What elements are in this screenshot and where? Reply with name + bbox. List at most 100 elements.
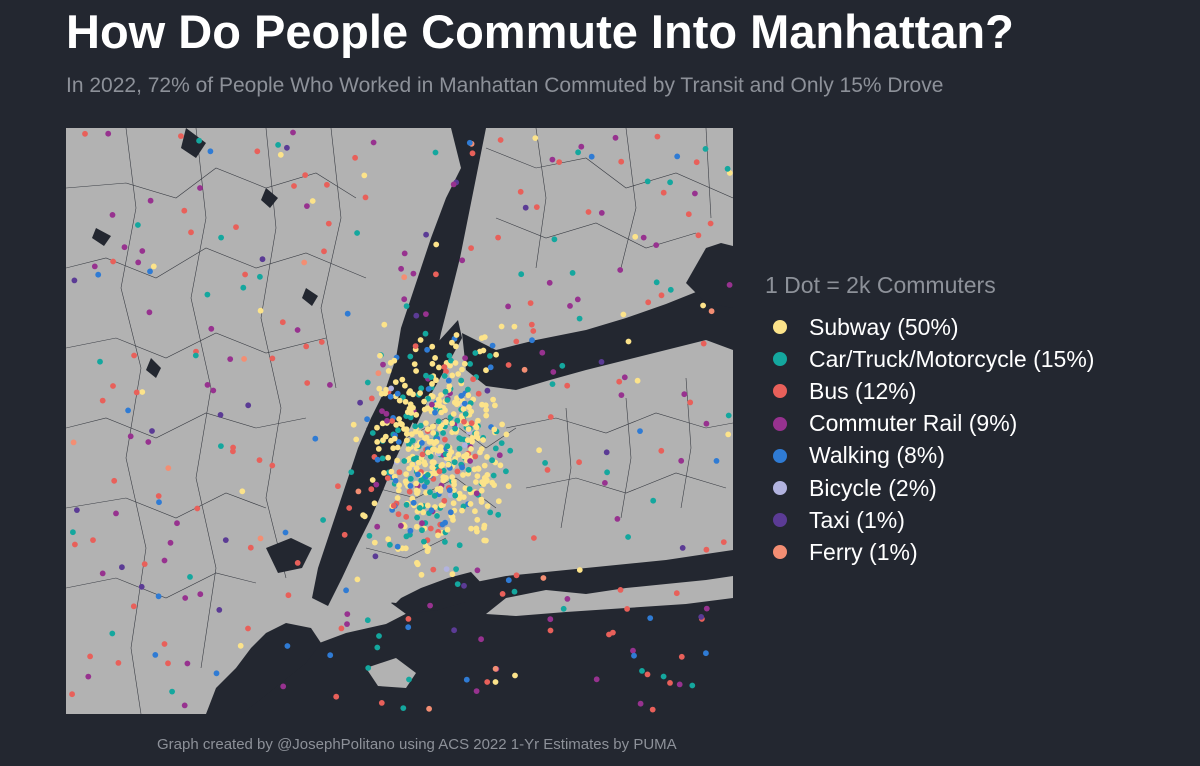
commuter-dot — [344, 611, 351, 617]
commuter-dot — [422, 330, 429, 337]
commuter-dot — [429, 393, 436, 400]
commuter-dot — [430, 566, 437, 573]
commuter-dot — [188, 229, 194, 236]
legend-label: Taxi (1%) — [809, 506, 905, 533]
commuter-dot — [218, 234, 225, 241]
commuter-dot — [469, 150, 476, 157]
commuter-dot — [429, 459, 436, 466]
commuter-dot — [441, 373, 448, 379]
commuter-dot — [424, 502, 431, 509]
commuter-dot — [82, 130, 88, 137]
commuter-dot — [207, 148, 214, 155]
commuter-dot — [531, 535, 537, 541]
commuter-dot — [482, 402, 489, 409]
commuter-dot — [241, 356, 248, 362]
commuter-dot — [436, 468, 443, 475]
commuter-dot — [400, 705, 407, 711]
commuter-dot — [187, 574, 193, 580]
commuter-dot — [414, 559, 420, 566]
commuter-dot — [483, 537, 489, 544]
commuter-dot — [484, 477, 490, 484]
commuter-dot — [442, 388, 449, 395]
commuter-dot — [653, 242, 660, 248]
commuter-dot — [217, 412, 224, 418]
commuter-dot — [403, 437, 410, 444]
commuter-dot — [491, 426, 498, 433]
commuter-dot — [427, 602, 433, 609]
source-caption: Graph created by @JosephPolitano using A… — [157, 736, 677, 753]
legend-swatch — [773, 384, 787, 399]
commuter-dot — [667, 286, 674, 293]
commuter-dot — [416, 505, 423, 511]
commuter-dot — [181, 702, 188, 709]
commuter-dot — [468, 420, 475, 426]
commuter-dot — [284, 144, 290, 151]
commuter-dot — [449, 339, 455, 346]
commuter-dot — [407, 475, 414, 482]
commuter-dot — [242, 271, 249, 278]
commuter-dot — [612, 134, 619, 141]
commuter-dot — [604, 469, 610, 476]
commuter-dot — [603, 449, 610, 456]
commuter-dot — [521, 366, 528, 373]
commuter-dot — [401, 274, 408, 281]
commuter-dot — [396, 416, 402, 422]
commuter-dot — [644, 671, 651, 678]
commuter-dot — [374, 456, 381, 463]
commuter-dot — [376, 633, 382, 639]
commuter-dot — [413, 465, 420, 471]
legend-label: Car/Truck/Motorcycle (15%) — [809, 345, 1095, 372]
commuter-dot — [487, 364, 494, 371]
commuter-dot — [178, 133, 184, 139]
commuter-dot — [468, 525, 474, 532]
commuter-dot — [90, 537, 96, 543]
commuter-dot — [197, 591, 204, 598]
commuter-dot — [74, 507, 80, 513]
commuter-dot — [450, 181, 457, 188]
commuter-dot — [401, 250, 408, 257]
commuter-dot — [105, 130, 112, 137]
commuter-dot — [138, 583, 145, 590]
commuter-dot — [418, 385, 425, 392]
commuter-dot — [432, 149, 439, 156]
legend-label: Bicycle (2%) — [809, 474, 937, 501]
commuter-dot — [294, 327, 301, 333]
commuter-dot — [233, 224, 239, 230]
commuter-dot — [474, 473, 481, 479]
commuter-dot — [429, 401, 435, 408]
commuter-dot — [475, 466, 482, 472]
commuter-dot — [381, 470, 387, 476]
commuter-dot — [119, 564, 125, 571]
commuter-dot — [456, 490, 463, 497]
commuter-dot — [473, 525, 480, 532]
commuter-dot — [451, 478, 457, 485]
commuter-dot — [72, 541, 78, 548]
legend-label: Ferry (1%) — [809, 538, 918, 565]
commuter-dot — [419, 440, 425, 446]
commuter-dot — [511, 323, 518, 330]
commuter-dot — [256, 457, 263, 463]
commuter-dot — [327, 382, 333, 388]
legend-swatch — [773, 448, 787, 463]
commuter-dot — [373, 481, 380, 488]
commuter-dot — [676, 681, 683, 688]
commuter-dot — [556, 159, 563, 165]
commuter-dot — [421, 398, 427, 405]
commuter-dot — [364, 379, 371, 386]
commuter-dot — [462, 411, 469, 417]
commuter-dot — [423, 420, 429, 426]
commuter-dot — [375, 370, 382, 377]
commuter-dot — [456, 445, 463, 452]
commuter-dot — [169, 688, 175, 695]
commuter-dot — [321, 248, 327, 255]
commuter-dot — [413, 411, 420, 418]
commuter-dot — [713, 458, 720, 464]
commuter-dot — [507, 447, 514, 454]
commuter-dot — [429, 360, 436, 367]
commuter-dot — [692, 190, 698, 197]
commuter-dot — [460, 472, 466, 478]
commuter-dot — [489, 457, 495, 464]
commuter-dot — [411, 456, 417, 463]
commuter-dot — [421, 406, 428, 413]
chart-subtitle: In 2022, 72% of People Who Worked in Man… — [66, 74, 944, 97]
